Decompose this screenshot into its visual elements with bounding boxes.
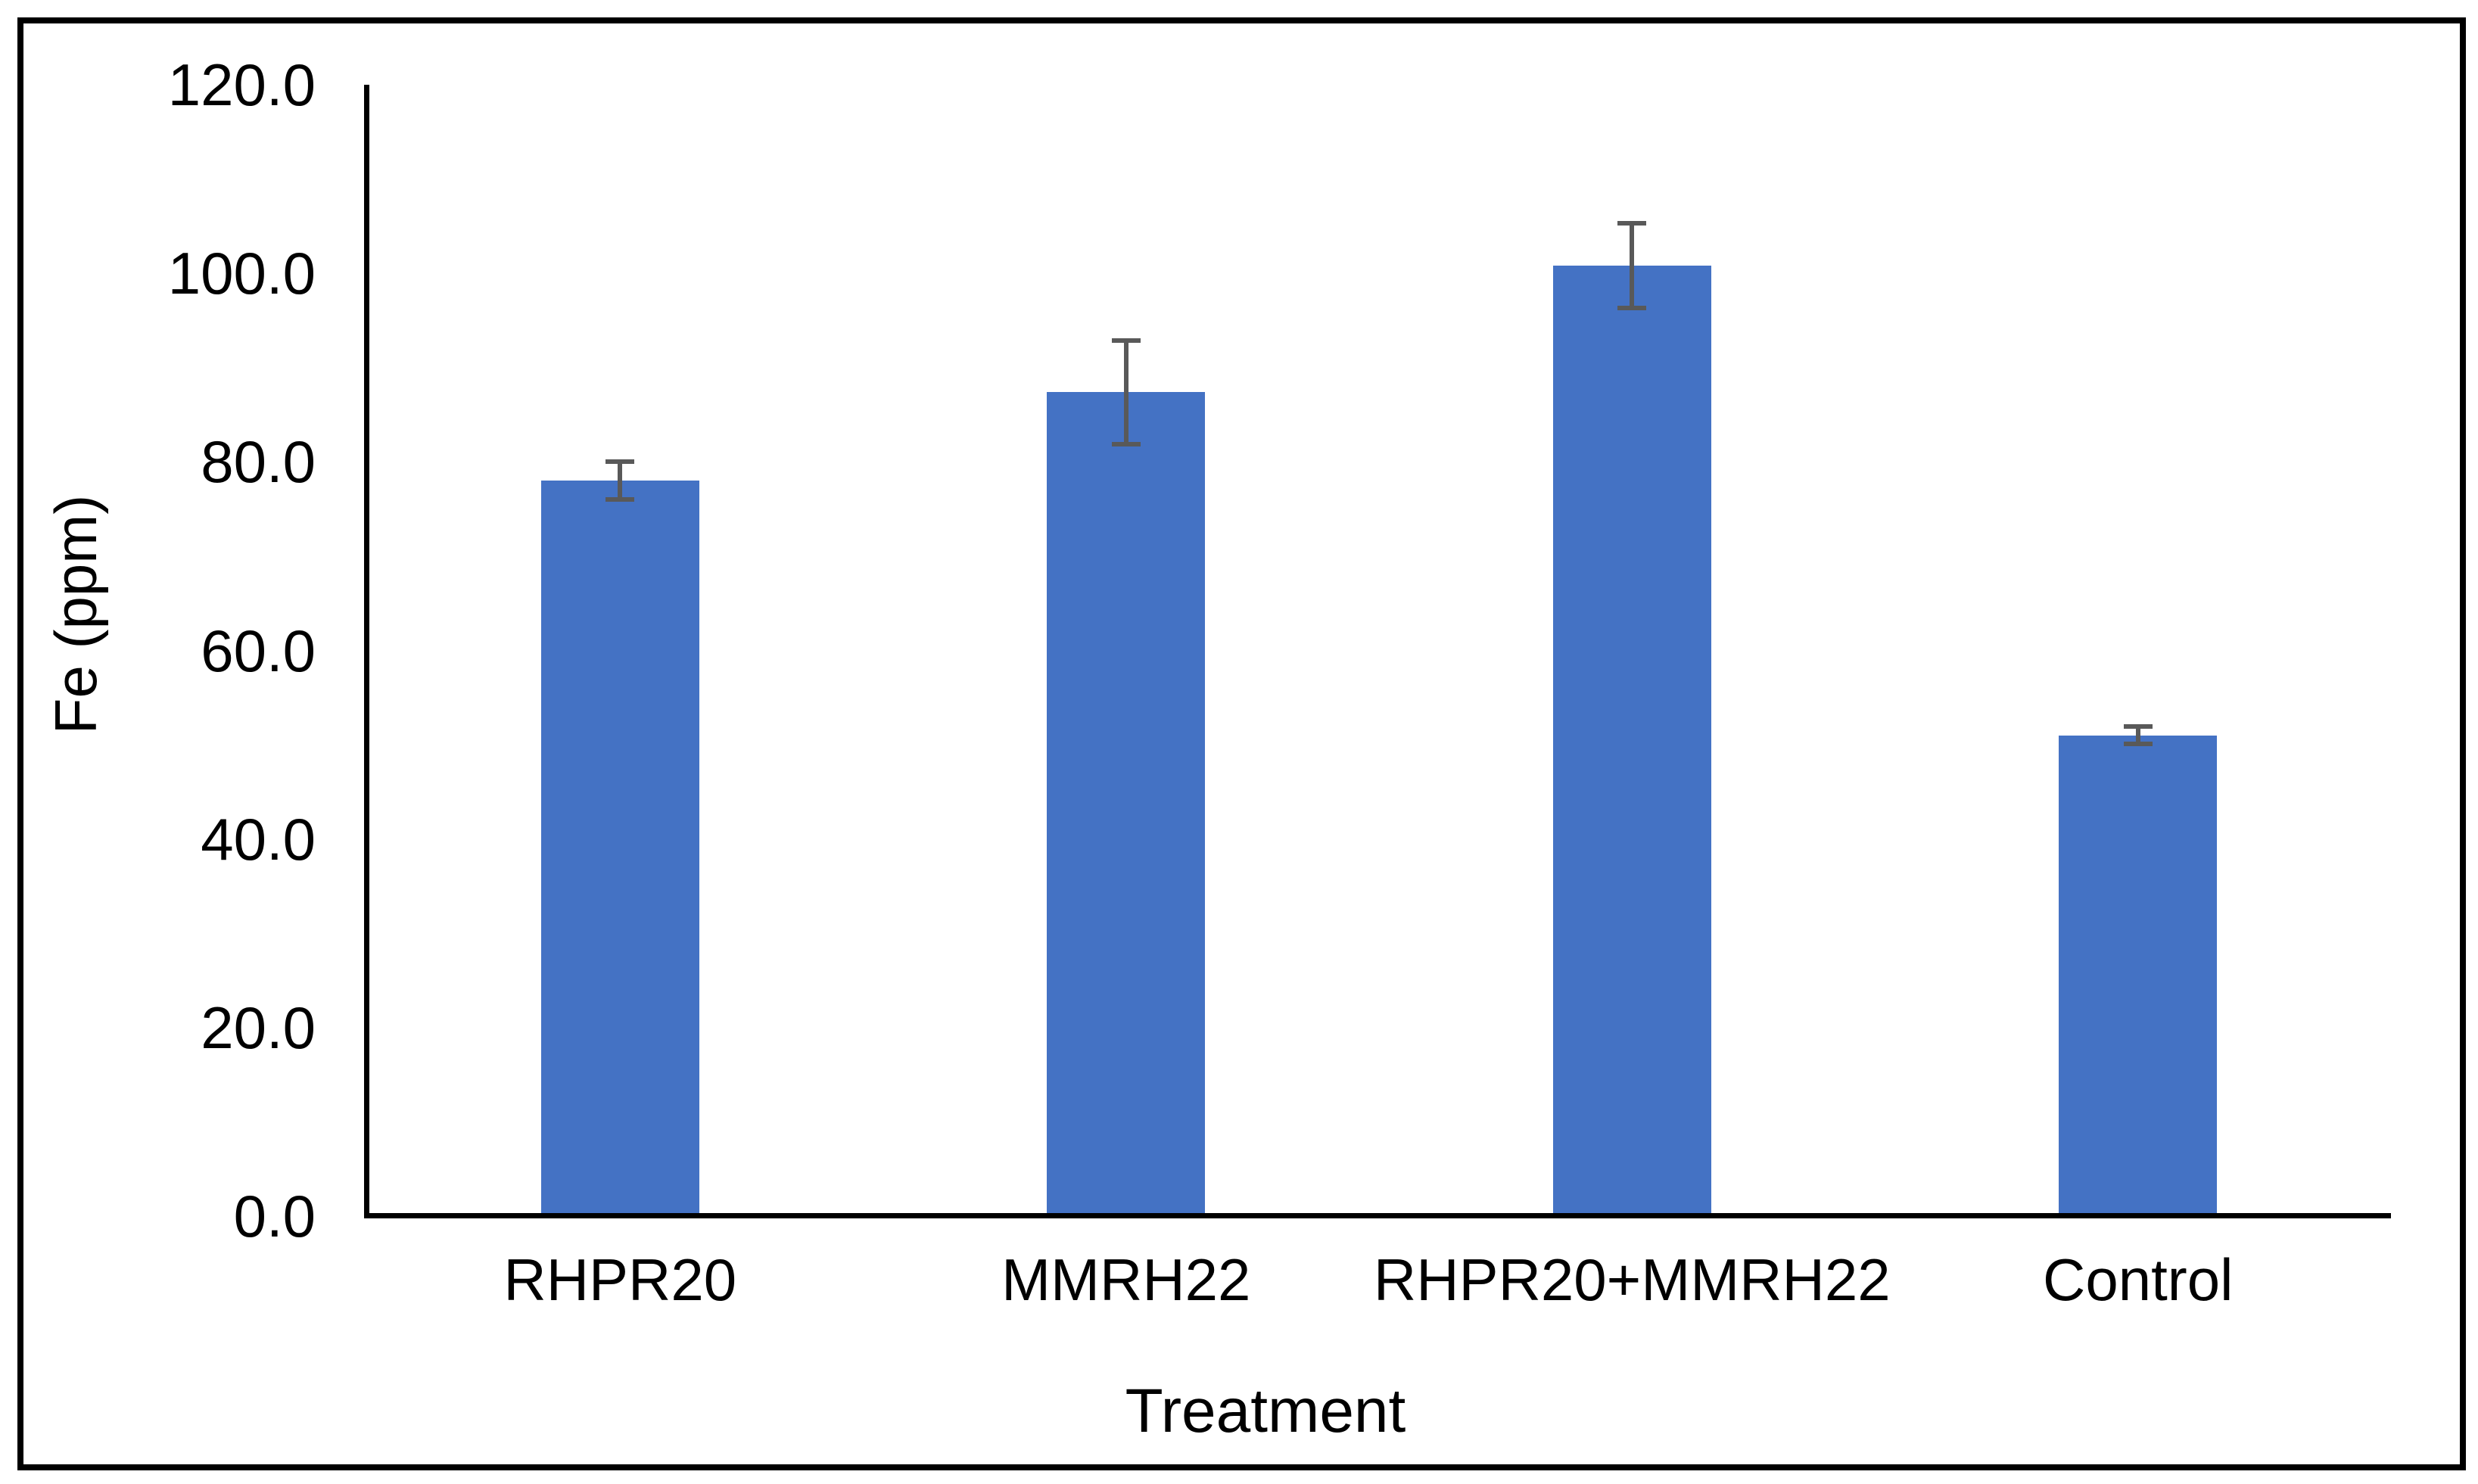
x-category-label-rhpr20-mmrh22: RHPR20+MMRH22 (1373, 1246, 1891, 1313)
error-bar-line-control (2135, 726, 2140, 744)
x-axis-line (364, 1213, 2391, 1218)
x-category-label-mmrh22: MMRH22 (1001, 1246, 1251, 1313)
y-tick-label-60-0: 60.0 (201, 617, 316, 684)
error-bar-cap-bottom-mmrh22 (1111, 441, 1141, 446)
error-bar-line-mmrh22 (1123, 340, 1128, 444)
error-bar-cap-top-rhpr20 (605, 459, 635, 465)
bar-mmrh22 (1047, 392, 1206, 1215)
x-category-label-rhpr20: RHPR20 (503, 1246, 737, 1313)
x-axis-title: Treatment (1125, 1377, 1406, 1445)
error-bar-line-rhpr20-mmrh22 (1630, 223, 1635, 309)
error-bar-cap-top-control (2123, 724, 2153, 730)
error-bar-cap-bottom-rhpr20-mmrh22 (1617, 306, 1647, 311)
error-bar-cap-top-mmrh22 (1111, 338, 1141, 343)
x-category-label-control: Control (2043, 1246, 2234, 1313)
chart-border-frame (17, 17, 2466, 1470)
bar-rhpr20-mmrh22 (1552, 266, 1711, 1215)
y-tick-label-20-0: 20.0 (201, 994, 316, 1061)
error-bar-line-rhpr20 (618, 462, 623, 500)
bar-control (2059, 735, 2218, 1215)
y-tick-label-80-0: 80.0 (201, 428, 316, 496)
error-bar-cap-bottom-rhpr20 (605, 497, 635, 502)
y-axis-title: Fe (ppm) (42, 494, 109, 735)
y-tick-label-120-0: 120.0 (167, 51, 316, 118)
error-bar-cap-top-rhpr20-mmrh22 (1617, 221, 1647, 226)
y-tick-label-0-0: 0.0 (233, 1183, 316, 1249)
bar-rhpr20 (540, 481, 699, 1215)
y-tick-label-100-0: 100.0 (167, 240, 316, 307)
error-bar-cap-bottom-control (2123, 741, 2153, 746)
y-tick-label-40-0: 40.0 (201, 805, 316, 873)
y-axis-line (364, 85, 369, 1218)
